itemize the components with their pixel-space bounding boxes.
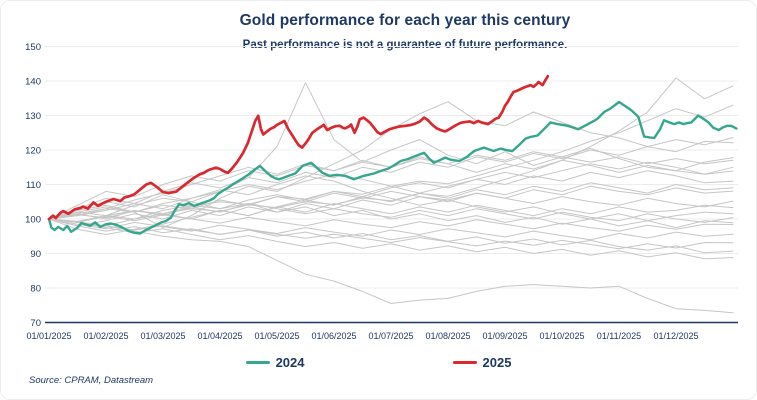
line-other-year xyxy=(48,218,734,250)
legend-item-2024: 2024 xyxy=(245,355,305,370)
x-tick-label: 01/02/2025 xyxy=(83,331,128,341)
legend-label-2025: 2025 xyxy=(482,355,512,370)
x-tick-label: 01/03/2025 xyxy=(140,331,185,341)
x-tick-label: 01/08/2025 xyxy=(425,331,470,341)
legend-label-2024: 2024 xyxy=(275,355,305,370)
x-tick-label: 01/11/2025 xyxy=(597,331,641,341)
line-other-year xyxy=(48,214,734,232)
y-tick-label: 150 xyxy=(25,42,41,53)
x-tick-label: 01/07/2025 xyxy=(368,331,413,341)
x-tick-label: 01/01/2025 xyxy=(26,331,71,341)
source-note: Source: CPRAM, Datastream xyxy=(29,375,154,386)
line-2025 xyxy=(47,74,550,221)
line-other-year xyxy=(48,175,734,222)
y-tick-label: 80 xyxy=(30,284,41,295)
line-other-year xyxy=(48,161,734,220)
legend-swatch-2024-icon xyxy=(245,361,270,364)
chart-title: Gold performance for each year this cent… xyxy=(239,12,571,29)
y-tick-label: 110 xyxy=(26,180,41,191)
line-other-year xyxy=(48,218,734,254)
y-tick-label: 100 xyxy=(25,215,41,226)
line-other-year xyxy=(48,170,734,223)
line-other-year xyxy=(48,218,734,314)
y-tick-label: 120 xyxy=(25,146,41,157)
line-other-year xyxy=(48,104,734,222)
x-tick-label: 01/10/2025 xyxy=(539,331,584,341)
line-other-year xyxy=(48,182,734,235)
y-tick-label: 90 xyxy=(30,249,41,260)
x-tick-label: 01/09/2025 xyxy=(482,331,527,341)
y-tick-label: 140 xyxy=(25,77,41,88)
legend-swatch-2025-icon xyxy=(452,361,477,364)
line-other-year xyxy=(48,218,734,260)
line-other-year xyxy=(48,203,734,227)
y-tick-label: 130 xyxy=(25,111,41,122)
x-tick-label: 01/05/2025 xyxy=(254,331,299,341)
line-other-year xyxy=(48,203,734,223)
legend: 2024 2025 xyxy=(1,355,756,370)
x-tick-label: 01/04/2025 xyxy=(197,331,242,341)
line-other-year xyxy=(48,218,734,241)
line-other-year xyxy=(48,190,734,220)
x-tick-label: 01/12/2025 xyxy=(653,331,698,341)
legend-item-2025: 2025 xyxy=(452,355,512,370)
line-other-year xyxy=(48,185,734,227)
line-other-year xyxy=(48,82,734,220)
y-tick-label: 70 xyxy=(30,318,41,329)
line-2024 xyxy=(47,100,738,235)
x-tick-label: 01/06/2025 xyxy=(311,331,356,341)
chart-subtitle: Past performance is not a guarantee of f… xyxy=(242,39,568,51)
line-other-year xyxy=(48,194,734,229)
